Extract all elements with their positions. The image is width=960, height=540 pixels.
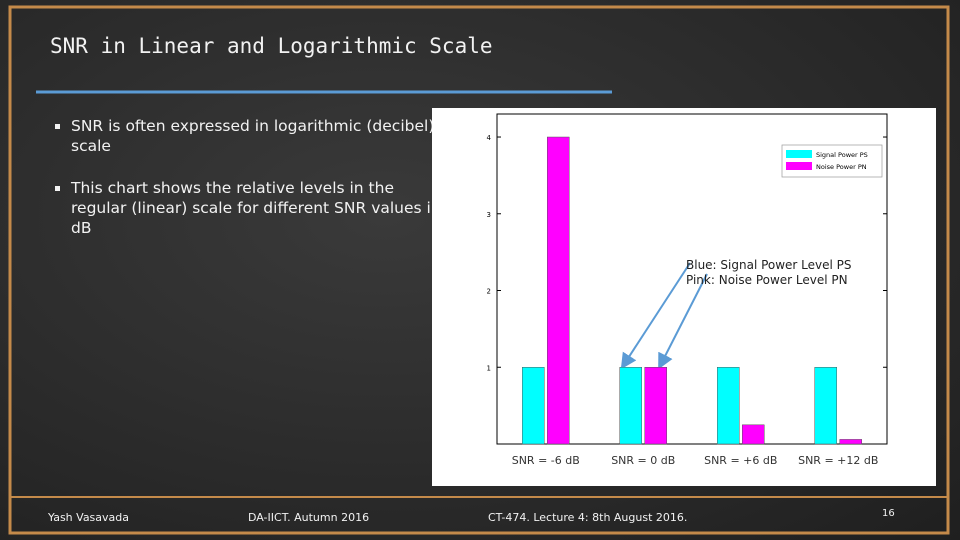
bar [522, 367, 545, 445]
bar [717, 367, 740, 445]
x-tick-label: SNR = -6 dB [512, 454, 580, 467]
frame [8, 5, 950, 535]
slide-title: SNR in Linear and Logarithmic Scale [50, 34, 493, 58]
bullet: SNR is often expressed in logarithmic (d… [71, 116, 441, 156]
y-tick-label: 2 [487, 288, 491, 296]
annotation: Blue: Signal Power Level PS [686, 258, 852, 272]
legend-swatch [786, 150, 812, 158]
bar [547, 136, 570, 445]
chart: 1 2 3 4 SNR = -6 dB SNR = 0 dB SNR = +6 dB SNR … [432, 108, 936, 486]
legend-label: Signal Power PS [816, 151, 868, 159]
page-number: 16 [882, 508, 895, 519]
y-tick-label: 1 [487, 364, 491, 372]
annotation: Pink: Noise Power Level PN [686, 273, 848, 287]
bar [644, 367, 667, 445]
x-tick-label: SNR = +6 dB [704, 454, 777, 467]
footer-lecture: CT-474. Lecture 4: 8th August 2016. [488, 511, 688, 524]
bar [619, 367, 642, 445]
bullet: This chart shows the relative levels in … [71, 178, 441, 238]
x-tick-label: SNR = +12 dB [798, 454, 878, 467]
annotation-arrow [620, 262, 691, 370]
legend-swatch [786, 162, 812, 170]
bar [814, 367, 837, 445]
bar [742, 424, 765, 445]
annotation-arrow [658, 273, 708, 370]
x-tick-label: SNR = 0 dB [611, 454, 675, 467]
bullet-list: SNR is often expressed in logarithmic (d… [36, 116, 441, 260]
footer-institute: DA-IICT. Autumn 2016 [248, 511, 370, 524]
legend-label: Noise Power PN [816, 163, 867, 171]
plot-area [496, 113, 888, 445]
y-tick-label: 4 [487, 134, 492, 142]
legend-box [781, 144, 883, 178]
footer-author: Yash Vasavada [48, 511, 130, 524]
y-tick-label: 3 [487, 211, 491, 219]
bar [839, 439, 862, 445]
